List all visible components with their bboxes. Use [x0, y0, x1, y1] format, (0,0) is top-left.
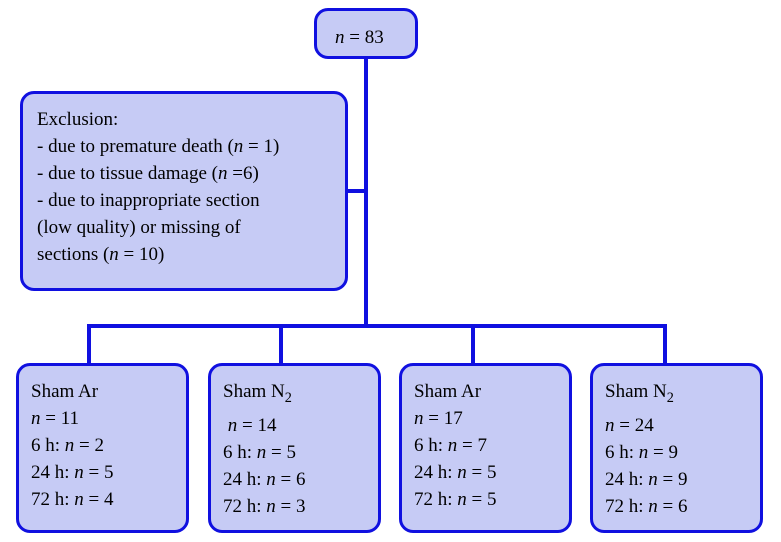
- connector: [87, 324, 667, 328]
- text-line: Sham N2: [223, 378, 370, 412]
- connector: [663, 324, 667, 363]
- text-line: n = 14: [223, 412, 370, 439]
- text-line: 72 h: n = 4: [31, 486, 178, 513]
- text-line: n = 83: [335, 24, 407, 51]
- text-line: (low quality) or missing of: [37, 214, 335, 241]
- text-line: 6 h: n = 7: [414, 432, 561, 459]
- text-line: 24 h: n = 6: [223, 466, 370, 493]
- text-line: - due to inappropriate section: [37, 187, 335, 214]
- text-line: - due to premature death (n = 1): [37, 133, 335, 160]
- text-line: 6 h: n = 2: [31, 432, 178, 459]
- text-line: Exclusion:: [37, 106, 335, 133]
- text-line: 72 h: n = 5: [414, 486, 561, 513]
- text-line: - due to tissue damage (n =6): [37, 160, 335, 187]
- text-line: 72 h: n = 3: [223, 493, 370, 520]
- root-node: n = 83: [314, 8, 418, 59]
- text-line: 24 h: n = 9: [605, 466, 752, 493]
- leaf-node-1: Sham Arn = 116 h: n = 224 h: n = 572 h: …: [16, 363, 189, 533]
- text-line: 24 h: n = 5: [414, 459, 561, 486]
- text-line: Sham Ar: [31, 378, 178, 405]
- connector: [348, 189, 364, 193]
- connector: [279, 324, 283, 363]
- text-line: n = 24: [605, 412, 752, 439]
- leaf-node-4: Sham N2n = 246 h: n = 924 h: n = 972 h: …: [590, 363, 763, 533]
- leaf-node-3: Sham Arn = 176 h: n = 724 h: n = 572 h: …: [399, 363, 572, 533]
- connector: [471, 324, 475, 363]
- exclusion-node: Exclusion:- due to premature death (n = …: [20, 91, 348, 291]
- text-line: n = 17: [414, 405, 561, 432]
- text-line: 6 h: n = 5: [223, 439, 370, 466]
- text-line: sections (n = 10): [37, 241, 335, 268]
- text-line: Sham Ar: [414, 378, 561, 405]
- text-line: 24 h: n = 5: [31, 459, 178, 486]
- text-line: Sham N2: [605, 378, 752, 412]
- connector: [87, 324, 91, 363]
- connector: [364, 59, 368, 326]
- text-line: 72 h: n = 6: [605, 493, 752, 520]
- text-line: 6 h: n = 9: [605, 439, 752, 466]
- leaf-node-2: Sham N2 n = 146 h: n = 524 h: n = 672 h:…: [208, 363, 381, 533]
- text-line: n = 11: [31, 405, 178, 432]
